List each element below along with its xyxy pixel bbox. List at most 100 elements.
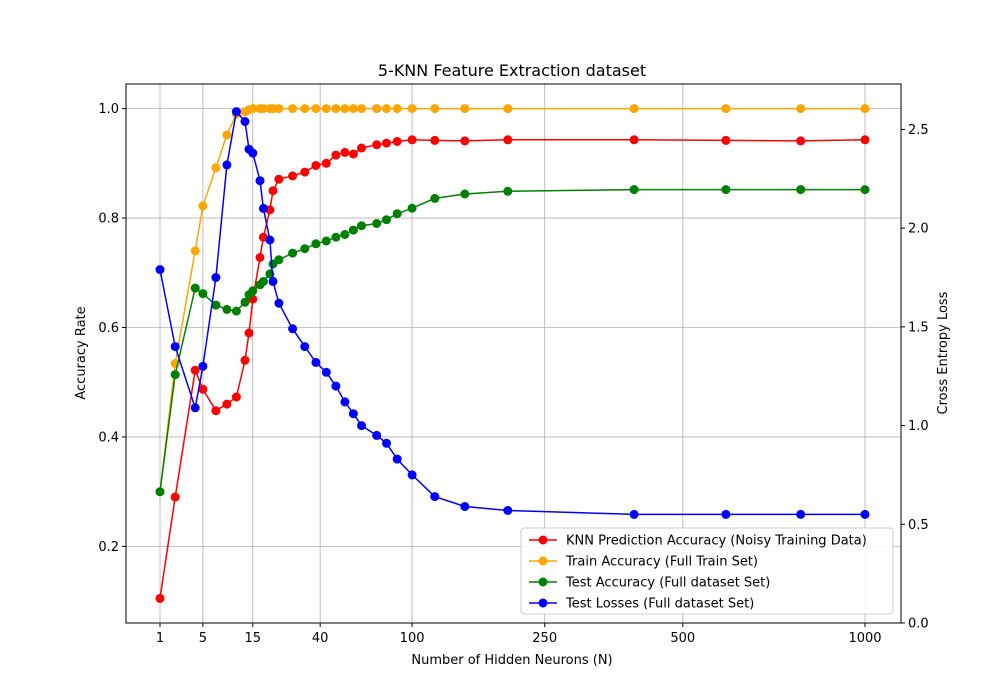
series-3 [155, 185, 870, 497]
series-2-point [629, 104, 639, 114]
series-3-point [407, 203, 417, 213]
x-tick-label: 100 [400, 631, 425, 646]
legend-box [520, 527, 894, 615]
series-1-point [357, 143, 366, 153]
series-4-point [258, 203, 268, 213]
series-4-point [211, 273, 221, 282]
series-2-point [274, 104, 284, 114]
series-4-point [372, 430, 382, 440]
series-3-point [372, 219, 382, 228]
series-1-point [222, 399, 232, 409]
x-tick-label: 15 [245, 631, 262, 646]
series-1-point [311, 161, 321, 170]
series-4-point [274, 298, 284, 308]
series-4-point [190, 403, 200, 413]
y2-tick-label: 1.0 [908, 419, 929, 434]
series-2-point [382, 104, 391, 114]
series-2-point [190, 246, 200, 256]
series-1-point [211, 406, 221, 416]
series-3-point [240, 297, 250, 307]
series-4-point [288, 324, 298, 334]
axes: 1 5 15 40 100 250 500 10000.20.40.60.81.00.00.5… [98, 102, 928, 646]
series-4-point [382, 438, 391, 448]
series-4-point [430, 492, 440, 502]
series-1-point [288, 171, 298, 181]
y2-tick-label: 2.0 [908, 222, 929, 237]
series-3-point [629, 185, 639, 195]
series-2-point [357, 104, 366, 114]
legend-swatch-marker [538, 556, 548, 566]
series-4-point [340, 397, 350, 407]
series-layer [155, 104, 870, 603]
series-3-point [198, 289, 208, 299]
series-1-point [382, 138, 391, 148]
series-4-line [159, 109, 865, 516]
series-4-point [231, 107, 241, 117]
series-3-point [392, 209, 402, 219]
series-4-point [321, 367, 331, 377]
series-3-point [300, 244, 310, 254]
series-1-point [340, 147, 350, 157]
series-4-point [629, 509, 639, 519]
series-1-point [503, 135, 513, 145]
series-2-point [248, 104, 258, 114]
legend-label: Test Accuracy (Full dataset Set) [565, 576, 770, 591]
series-4-point [248, 148, 258, 158]
series-1-point [407, 135, 417, 145]
legend-swatch-marker [538, 598, 548, 608]
series-3-point [348, 225, 358, 235]
series-2-point [796, 104, 806, 114]
series-1-point [198, 384, 208, 394]
series-3-point [721, 185, 731, 195]
series-3-point [190, 283, 200, 293]
y2-tick-label: 2.5 [908, 123, 929, 138]
series-3-point [155, 487, 165, 497]
series-4-point [300, 342, 310, 352]
y-axis-title: Accuracy Rate [74, 306, 89, 399]
series-1-point [268, 186, 278, 196]
y-tick-label: 0.4 [98, 430, 119, 445]
series-1-point [430, 135, 440, 145]
x-tick-label: 250 [532, 631, 557, 646]
series-1-point [372, 140, 382, 150]
series-4-point [460, 502, 470, 511]
series-3-point [430, 193, 440, 203]
series-3-point [211, 300, 221, 310]
series-3-point [288, 248, 298, 258]
legend-entry-1: KNN Prediction Accuracy (Noisy Training … [529, 534, 867, 549]
series-2-point [392, 104, 402, 114]
legend-swatch-marker [538, 535, 548, 545]
legend-entry-4: Test Losses (Full dataset Set) [529, 597, 754, 612]
series-3-point [460, 189, 470, 199]
series-2-point [288, 104, 298, 114]
series-4-point [860, 509, 870, 519]
series-4-point [503, 506, 513, 515]
y2-tick-label: 0.5 [908, 518, 929, 533]
series-4-point [170, 342, 180, 352]
series-3-point [231, 306, 241, 316]
series-2-point [222, 130, 232, 140]
series-4-point [721, 509, 731, 519]
x-tick-label: 1000 [848, 631, 881, 646]
legend-label: Train Accuracy (Full Train Set) [565, 555, 758, 570]
series-1-point [244, 328, 254, 338]
series-1-line [159, 139, 866, 599]
series-1-point [190, 365, 200, 375]
series-1-point [231, 392, 241, 402]
series-2-point [258, 104, 268, 114]
series-1-point [170, 492, 180, 502]
series-1-point [629, 135, 639, 145]
series-4-point [240, 117, 250, 126]
series-2-point [503, 104, 513, 114]
x-tick-label: 40 [312, 631, 329, 646]
y-tick-label: 0.8 [98, 212, 119, 227]
series-1-point [274, 174, 284, 184]
series-3-point [311, 239, 321, 249]
series-1-point [860, 135, 870, 145]
series-4-point [331, 381, 341, 391]
y-tick-label: 1.0 [98, 102, 119, 117]
series-3-point [321, 236, 331, 246]
series-2-point [372, 104, 382, 114]
series-2-point [321, 104, 331, 114]
